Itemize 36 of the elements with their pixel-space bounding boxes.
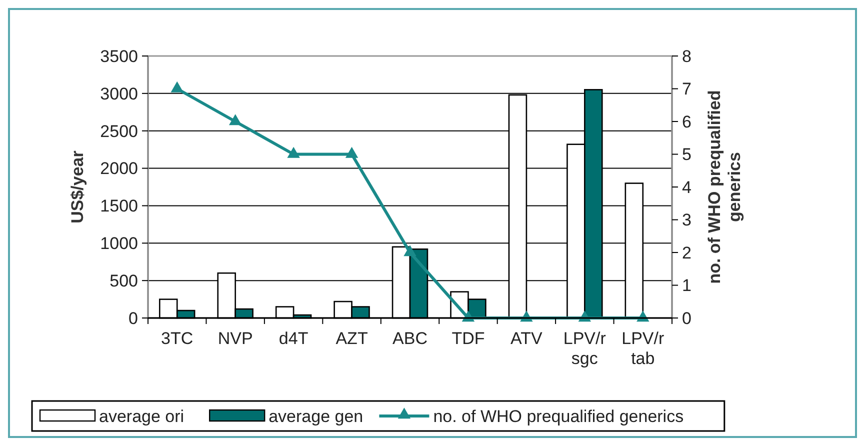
y-tick-label: 1500	[100, 196, 138, 216]
x-tick-label: TDF	[452, 329, 485, 348]
y-tick-label: 0	[128, 308, 138, 328]
y2-tick-label: 5	[682, 145, 692, 164]
legend-label: average gen	[268, 406, 364, 426]
y2-tick-label: 2	[682, 243, 692, 262]
y-tick-label: 1000	[100, 234, 138, 254]
y-tick-label: 2500	[100, 122, 138, 141]
y2-tick-label: 0	[682, 308, 692, 328]
y2-tick-label: 6	[682, 112, 692, 132]
legend-label: average ori	[99, 406, 184, 426]
y-tick-label: 2000	[100, 159, 138, 178]
y2-tick-label: 7	[682, 80, 692, 99]
point	[345, 146, 358, 158]
y2-axis-title: no. of WHO prequalified generics	[705, 90, 744, 284]
point	[404, 245, 416, 256]
y2-tick-label: 4	[682, 178, 692, 197]
x-tick-label: LPV/r tab	[622, 329, 664, 368]
point	[228, 114, 242, 126]
x-tick-label: d4T	[278, 329, 308, 348]
y-axis-title: US$/year	[68, 150, 87, 224]
legend-label: no. of WHO prequalified generics	[433, 406, 684, 426]
point	[287, 146, 300, 158]
x-tick-label: NVP	[218, 329, 253, 348]
x-tick-label: ATV	[510, 329, 543, 348]
y-tick-label: 3000	[100, 84, 138, 104]
x-tick-label: LPV/r sgc	[563, 329, 606, 368]
x-tick-label: 3TC	[161, 329, 194, 348]
point	[170, 81, 184, 92]
y-tick-label: 3500	[100, 46, 138, 66]
y2-tick-label: 3	[682, 210, 692, 230]
x-tick-label: ABC	[392, 329, 428, 348]
y2-tick-label: 1	[682, 276, 692, 296]
y2-tick-label: 8	[682, 46, 692, 66]
y-tick-label: 500	[110, 272, 138, 291]
x-tick-label: AZT	[336, 329, 368, 348]
